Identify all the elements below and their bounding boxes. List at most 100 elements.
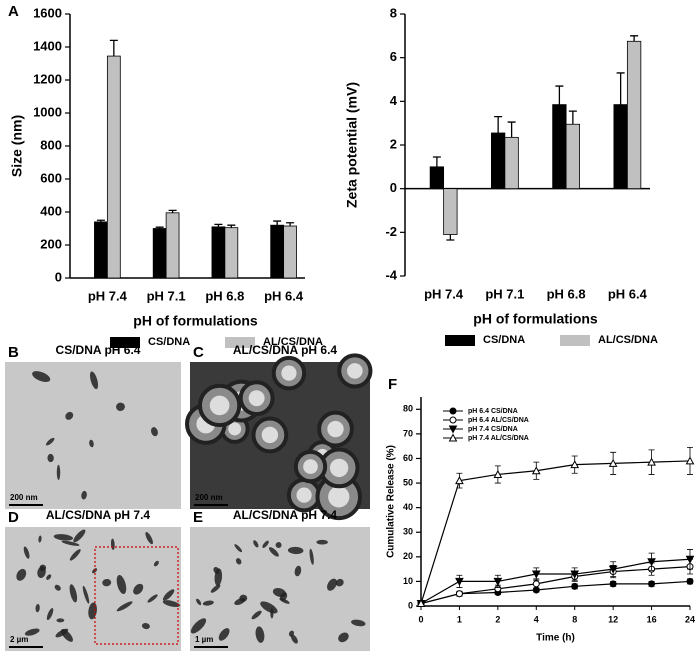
marker bbox=[686, 577, 694, 585]
particle bbox=[151, 427, 158, 437]
error-bar bbox=[286, 222, 295, 227]
particle bbox=[338, 632, 349, 643]
panel-letter: C bbox=[193, 344, 204, 361]
marker bbox=[685, 555, 695, 564]
particle bbox=[255, 626, 265, 643]
panel-letter: B bbox=[8, 344, 19, 361]
particle bbox=[210, 584, 221, 593]
x-tick-label: pH 6.4 bbox=[608, 286, 648, 301]
particle bbox=[53, 534, 74, 541]
particle bbox=[268, 547, 279, 557]
bar bbox=[270, 224, 285, 279]
particle bbox=[218, 628, 230, 641]
y-tick-label: 20 bbox=[403, 551, 413, 561]
y-tick-label: 1200 bbox=[33, 71, 62, 86]
scale-bar-label: 200 nm bbox=[10, 493, 38, 502]
error-bar bbox=[227, 224, 236, 228]
vesicle-core bbox=[329, 458, 349, 478]
y-tick-label: 600 bbox=[40, 170, 62, 185]
particle bbox=[45, 437, 55, 446]
legend-swatch bbox=[560, 335, 590, 346]
marker bbox=[455, 476, 464, 485]
particle bbox=[147, 594, 158, 603]
y-tick-label: 60 bbox=[403, 453, 413, 463]
marker bbox=[455, 590, 463, 598]
y-tick-label: 2 bbox=[390, 136, 397, 151]
marker bbox=[571, 582, 579, 590]
marker bbox=[416, 598, 426, 608]
particle bbox=[260, 601, 278, 614]
particle bbox=[65, 411, 74, 420]
particle bbox=[116, 402, 125, 411]
particle bbox=[251, 610, 262, 620]
particle bbox=[327, 578, 337, 591]
y-tick-label: 1000 bbox=[33, 104, 62, 119]
particle bbox=[162, 600, 180, 608]
particle bbox=[145, 532, 153, 545]
marker bbox=[493, 577, 503, 586]
particle bbox=[82, 585, 90, 604]
vesicle-core bbox=[327, 420, 344, 438]
x-tick-label: pH 7.4 bbox=[88, 288, 128, 303]
marker bbox=[570, 460, 580, 469]
bar bbox=[443, 188, 458, 235]
bar bbox=[613, 104, 628, 190]
particle bbox=[235, 558, 242, 565]
legend-swatch bbox=[110, 337, 140, 348]
legend-label: CS/DNA bbox=[483, 334, 525, 346]
y-tick-label: 200 bbox=[40, 236, 62, 251]
particle bbox=[46, 574, 52, 580]
error-bar bbox=[96, 219, 105, 222]
legend-label: pH 6.4 CS/DNA bbox=[468, 408, 518, 415]
line bbox=[420, 558, 691, 605]
micrograph-title: AL/CS/DNA pH 7.4 bbox=[46, 508, 151, 522]
error-bar bbox=[494, 115, 503, 133]
micrograph bbox=[5, 362, 181, 509]
bar bbox=[224, 227, 239, 279]
marker bbox=[608, 458, 618, 467]
particle bbox=[196, 598, 202, 606]
x-axis-label: pH of formulations bbox=[473, 311, 598, 327]
error-bar bbox=[616, 72, 625, 105]
particle bbox=[202, 600, 214, 606]
micrograph-title: AL/CS/DNA pH 6.4 bbox=[233, 343, 338, 357]
marker bbox=[449, 416, 457, 424]
x-tick-label: pH 6.8 bbox=[547, 286, 586, 301]
particle bbox=[69, 549, 81, 561]
x-tick-label: 16 bbox=[647, 614, 657, 624]
error-bar bbox=[214, 223, 223, 227]
y-tick-label: 1600 bbox=[33, 5, 62, 20]
error-bar bbox=[555, 85, 564, 105]
particle bbox=[213, 566, 220, 574]
bar bbox=[94, 221, 108, 279]
bar bbox=[565, 123, 581, 190]
marker bbox=[448, 433, 458, 442]
particle bbox=[262, 540, 269, 548]
marker bbox=[531, 570, 541, 579]
y-tick-label: 400 bbox=[40, 203, 62, 218]
particle bbox=[141, 623, 150, 630]
particle bbox=[190, 618, 207, 634]
vesicle-core bbox=[328, 486, 350, 508]
particle bbox=[89, 371, 99, 390]
micrograph-title: AL/CS/DNA pH 7.4 bbox=[233, 508, 338, 522]
particle bbox=[316, 539, 328, 545]
legend-label: pH 7.4 CS/DNA bbox=[468, 426, 518, 433]
x-tick-label: 8 bbox=[572, 614, 577, 624]
scale-bar-label: 1 µm bbox=[195, 635, 213, 644]
marker bbox=[448, 425, 458, 434]
particle bbox=[46, 608, 54, 621]
y-tick-label: 10 bbox=[403, 576, 413, 586]
particle bbox=[234, 597, 246, 606]
particle bbox=[81, 490, 87, 500]
line bbox=[420, 460, 691, 604]
y-tick-label: 4 bbox=[390, 93, 398, 108]
x-axis-label: pH of formulations bbox=[133, 313, 258, 329]
error-bar bbox=[155, 226, 164, 229]
vesicle-core bbox=[303, 459, 318, 474]
panel-letter: F bbox=[388, 376, 397, 393]
legend-label: pH 6.4 AL/CS/DNA bbox=[468, 417, 529, 424]
particle bbox=[162, 589, 175, 601]
particle bbox=[47, 453, 54, 463]
error-bar bbox=[109, 39, 118, 57]
